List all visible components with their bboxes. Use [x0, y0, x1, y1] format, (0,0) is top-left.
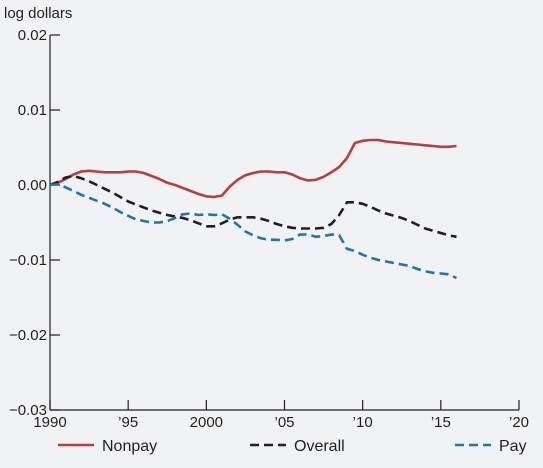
- y-tick-label: −0.02: [9, 327, 47, 344]
- series-line-pay: [49, 183, 458, 280]
- x-tick-label: ’15: [431, 414, 451, 431]
- y-axis-ticks: 0.02 0.01 0.00 −0.01 −0.02 −0.03: [9, 27, 60, 419]
- axes: [49, 35, 519, 411]
- legend-label: Overall: [294, 438, 345, 455]
- x-tick-label: ’10: [353, 414, 373, 431]
- legend-item-pay: Pay: [455, 438, 527, 455]
- series-line-overall: [49, 174, 457, 239]
- legend-label: Pay: [499, 438, 527, 455]
- x-tick-label: ’05: [274, 414, 294, 431]
- legend-item-nonpay: Nonpay: [58, 438, 157, 455]
- legend: Nonpay Overall Pay: [58, 438, 527, 455]
- y-tick-label: −0.03: [9, 402, 47, 419]
- x-tick-label: 2000: [190, 414, 223, 431]
- y-tick-label: 0.00: [18, 177, 47, 194]
- series-line-nonpay: [49, 138, 457, 199]
- x-tick-label: 1990: [33, 414, 66, 431]
- y-unit-label: log dollars: [4, 5, 72, 22]
- x-tick-label: ’20: [509, 414, 529, 431]
- legend-item-overall: Overall: [250, 438, 345, 455]
- x-axis-ticks: 1990 ’95 2000 ’05 ’10 ’15 ’20: [33, 400, 529, 431]
- x-tick-label: ’95: [118, 414, 138, 431]
- y-tick-label: 0.01: [18, 102, 47, 119]
- y-tick-label: 0.02: [18, 27, 47, 44]
- series-layer: [49, 138, 458, 280]
- legend-label: Nonpay: [102, 438, 157, 455]
- y-tick-label: −0.01: [9, 252, 47, 269]
